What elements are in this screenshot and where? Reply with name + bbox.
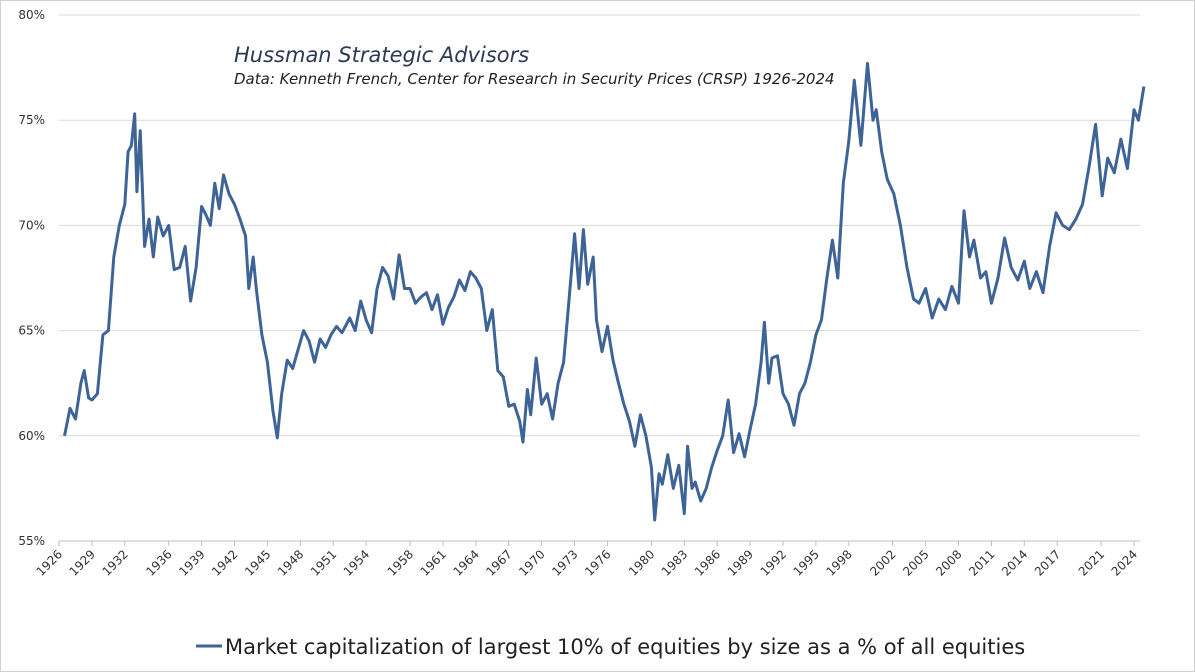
- chart-title: Hussman Strategic Advisors: [234, 43, 529, 67]
- y-tick-label: 55%: [18, 534, 45, 548]
- y-tick-label: 65%: [18, 324, 45, 338]
- data-line: [63, 61, 1146, 522]
- chart-subtitle: Data: Kenneth French, Center for Researc…: [234, 70, 835, 88]
- y-tick-label: 80%: [18, 8, 45, 22]
- legend-label: Market capitalization of largest 10% of …: [225, 635, 1025, 659]
- y-tick-label: 70%: [18, 218, 45, 232]
- y-tick-label: 60%: [18, 429, 45, 443]
- plot: [63, 61, 1146, 522]
- legend: Market capitalization of largest 10% of …: [196, 635, 1025, 659]
- y-tick-label: 75%: [18, 113, 45, 127]
